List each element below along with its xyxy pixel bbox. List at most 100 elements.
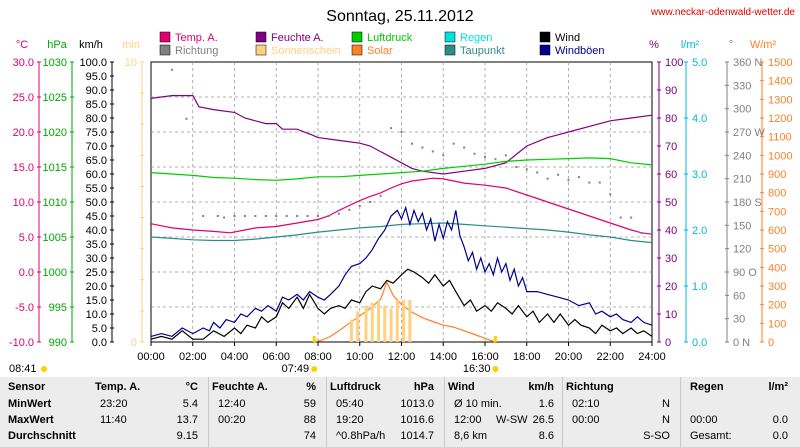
series-richtung-point — [640, 232, 643, 235]
series-richtung-point — [557, 173, 560, 176]
stats-cell: 1014.7 — [400, 430, 434, 442]
axis-tick-dir: 240 — [733, 150, 751, 162]
stats-header: Temp. A. — [95, 381, 141, 393]
stats-cell: 00:20 — [218, 414, 246, 426]
axis-tick-rain: 5.0 — [692, 57, 707, 69]
series-feuchte-a--line — [150, 95, 653, 175]
axis-tick-humidity: 40 — [665, 225, 677, 237]
stats-cell: 00:00 — [572, 414, 600, 426]
series-sonnenschein-bar — [349, 319, 353, 342]
series-richtung-point — [369, 201, 372, 203]
axis-unit-pressure: hPa — [47, 39, 67, 51]
moonrise-icon — [41, 366, 47, 372]
stats-header: km/h — [528, 381, 554, 393]
axis-tick-solar: 0 — [768, 337, 774, 349]
axis-tick-solar: 1400 — [768, 76, 792, 88]
series-richtung-point — [431, 150, 434, 153]
moonrise-time: 08:41 — [9, 363, 37, 375]
stats-cell: Gesamt: — [690, 430, 732, 442]
legend-label: Temp. A. — [175, 32, 218, 44]
stats-cell: 26.5 — [532, 414, 554, 426]
series-richtung-point — [651, 236, 653, 238]
axis-tick-wind: 25.0 — [86, 267, 107, 279]
stats-header: Luftdruck — [330, 381, 381, 393]
axis-tick-solar: 500 — [768, 244, 786, 256]
axis-tick-humidity: 80 — [665, 113, 677, 125]
axis-tick-wind: 95.0 — [86, 71, 107, 83]
axis-tick-wind: 80.0 — [86, 113, 107, 125]
axis-tick-pressure: 1030 — [43, 57, 67, 69]
series-richtung-point — [264, 215, 267, 217]
stats-cell: N — [662, 414, 670, 426]
series-wind-line — [150, 268, 653, 340]
series-richtung-point — [630, 216, 633, 219]
website-label[interactable]: www.neckar-odenwald-wetter.de — [650, 7, 795, 18]
axis-tick-humidity: 90 — [665, 85, 677, 97]
stats-cell: Ø 10 min. — [454, 398, 502, 410]
series-richtung-point — [233, 215, 236, 217]
stats-cell: 1.6 — [538, 398, 554, 410]
stats-cell: S-SO — [643, 430, 670, 442]
series-richtung-point — [494, 158, 497, 161]
axis-tick-humidity: 10 — [665, 309, 677, 321]
stats-cell: 0.0 — [772, 430, 788, 442]
axis-tick-rain: 2.0 — [692, 225, 707, 237]
stats-divider — [562, 377, 563, 447]
sunrise-icon — [311, 366, 318, 372]
stats-cell: ^0.8hPa/h — [336, 430, 386, 442]
stats-cell: 0.0 — [772, 414, 788, 426]
stats-header: Sensor — [8, 381, 46, 393]
stats-header: Feuchte A. — [212, 381, 268, 393]
series-sonnenschein-bar — [402, 300, 406, 342]
sunset-time: 16:30 — [463, 363, 491, 375]
axis-tick-temp: 20.0 — [13, 127, 34, 139]
axis-tick-wind: 55.0 — [86, 183, 107, 195]
stats-cell: 8,6 km — [454, 430, 488, 442]
stats-row-label: MaxWert — [8, 414, 54, 426]
x-tick-label: 04:00 — [221, 351, 249, 363]
axis-unit-sun: min — [122, 39, 140, 51]
series-richtung-point — [525, 168, 528, 171]
axis-tick-solar: 200 — [768, 300, 786, 312]
stats-divider — [326, 377, 327, 447]
legend-label: Sonnenschein — [271, 45, 341, 57]
series-richtung-point — [170, 68, 173, 71]
axis-tick-solar: 1100 — [768, 132, 792, 144]
series-richtung-point — [285, 215, 288, 217]
x-tick-label: 18:00 — [513, 351, 541, 363]
series-richtung-point — [400, 131, 403, 133]
stats-table: Sensor Temp. A. °C Feuchte A.% Luftdruck hPa W… — [0, 377, 800, 447]
legend-label: Richtung — [175, 45, 218, 57]
axis-tick-dir: 150 — [733, 220, 751, 232]
chart-title: Sonntag, 25.11.2012 — [326, 8, 473, 25]
stats-header: Regen — [690, 381, 724, 393]
axis-tick-dir: 180 S — [733, 197, 762, 209]
axis-tick-solar: 700 — [768, 206, 786, 218]
axis-tick-humidity: 50 — [665, 197, 677, 209]
series-richtung-point — [358, 204, 361, 207]
series-richtung-point — [442, 154, 445, 157]
axis-tick-wind: 20.0 — [86, 281, 107, 293]
stats-cell: 1013.0 — [400, 398, 434, 410]
axis-tick-dir: 0 N — [733, 337, 750, 349]
stats-cell: 88 — [303, 414, 316, 426]
series-richtung-point — [348, 208, 351, 211]
axis-tick-rain: 0.0 — [692, 337, 707, 349]
x-tick-label: 06:00 — [262, 351, 290, 363]
stats-cell: 13.7 — [176, 414, 198, 426]
axis-tick-solar: 1300 — [768, 94, 792, 106]
stats-divider — [208, 377, 209, 447]
series-richtung-point — [202, 215, 205, 217]
axis-tick-solar: 100 — [768, 318, 786, 330]
series-richtung-point — [327, 215, 330, 217]
axis-tick-wind: 35.0 — [86, 239, 107, 251]
stats-divider — [444, 377, 445, 447]
stats-header: % — [306, 381, 316, 393]
axis-tick-solar: 600 — [768, 225, 786, 237]
axis-tick-wind: 10.0 — [86, 309, 107, 321]
axis-tick-wind: 30.0 — [86, 253, 107, 265]
series-richtung-point — [504, 154, 507, 157]
axis-tick-wind: 85.0 — [86, 99, 107, 111]
stats-cell: 19:20 — [336, 414, 364, 426]
axis-tick-humidity: 30 — [665, 253, 677, 265]
